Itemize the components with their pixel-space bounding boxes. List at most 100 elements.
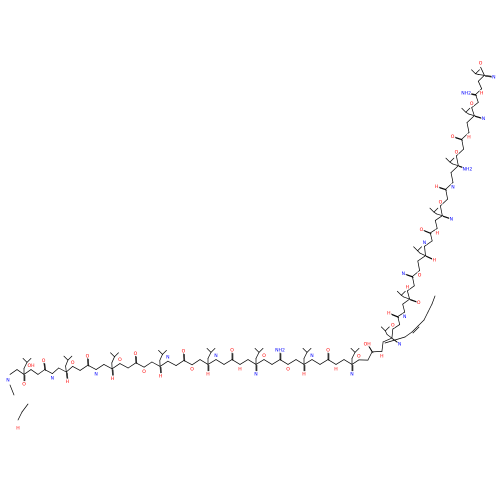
atom-label: O <box>417 300 421 306</box>
backbone-bond <box>216 360 224 365</box>
backbone-bond <box>456 156 458 166</box>
atom-label: H <box>238 366 241 372</box>
sidechain-bond <box>478 75 484 76</box>
sidechain-bond <box>476 70 480 74</box>
backbone-bond <box>296 360 304 365</box>
backbone-bond <box>208 360 216 365</box>
sidechain-bond <box>418 251 421 254</box>
backbone-bond <box>17 370 24 375</box>
atom-label: O <box>326 348 330 354</box>
atom-label: O <box>22 382 26 388</box>
atom-label: N <box>214 353 217 359</box>
backbone-bond <box>256 360 264 365</box>
backbone-bond <box>372 351 382 352</box>
atom-label: N <box>450 216 453 222</box>
backbone-bond <box>472 108 475 116</box>
backbone-bond <box>320 360 328 365</box>
sidechain-bond <box>160 354 163 360</box>
sidechain-bond <box>437 214 443 216</box>
backbone-bond <box>224 360 232 365</box>
backbone-bond <box>128 363 136 368</box>
sidechain-bond <box>430 208 434 212</box>
backbone-bond <box>10 370 17 375</box>
atom-label: N <box>94 372 97 378</box>
atom-label: H <box>467 134 470 140</box>
sidechain-bond <box>469 114 475 116</box>
backbone-bond <box>418 256 426 261</box>
staple-bond <box>424 312 428 320</box>
sidechain-bond <box>27 358 31 362</box>
backbone-bond <box>403 299 410 304</box>
backbone-bond <box>446 189 448 199</box>
atom-label: N <box>451 184 454 190</box>
backbone-bond <box>120 364 128 368</box>
atom-label: O <box>230 348 234 354</box>
atom-label: H <box>387 311 390 317</box>
sidechain-bond <box>352 352 355 358</box>
atom-label: H <box>159 374 162 380</box>
backbone-bond <box>112 364 120 369</box>
atom-label: O <box>451 134 455 140</box>
sidechain-bond <box>404 297 410 299</box>
atom-label: O <box>470 101 474 107</box>
sidechain-bond <box>163 350 167 354</box>
backbone-bond <box>382 342 383 352</box>
acetyl-bond <box>22 404 28 412</box>
atom-label: H <box>16 426 19 432</box>
atom-label: O <box>142 369 146 375</box>
backbone-bond <box>312 360 320 365</box>
atom-label: O <box>439 199 443 205</box>
sidechain-bond <box>401 295 404 297</box>
backbone-bond <box>80 365 88 370</box>
backbone-bond <box>403 304 405 312</box>
atom-label: N <box>492 74 495 80</box>
atom-label: O <box>134 351 138 357</box>
atom-label: O <box>118 357 122 363</box>
backbone-bond <box>24 370 31 375</box>
sidechain-bond <box>387 335 392 339</box>
atom-label: O <box>262 353 266 359</box>
atom-label: O <box>42 358 46 364</box>
backbone-bond <box>160 361 168 366</box>
sidechain-bond <box>207 348 211 352</box>
backbone-bond <box>435 220 437 228</box>
backbone-bond <box>476 95 479 103</box>
atom-label: H <box>435 184 438 190</box>
sidechain-bond <box>115 353 119 357</box>
sidechain-bond <box>381 327 385 331</box>
atom-label: O <box>86 353 90 359</box>
atom-label: N <box>166 355 169 361</box>
backbone-bond <box>66 366 72 372</box>
sidechain-bond <box>256 352 259 358</box>
backbone-bond <box>368 352 372 360</box>
atom-label: NH2 <box>275 348 285 354</box>
backbone-bond <box>168 361 176 365</box>
sidechain-bond <box>307 348 311 352</box>
backbone-bond <box>152 362 160 366</box>
sidechain-bond <box>472 70 476 74</box>
atom-label: O <box>455 149 459 155</box>
sidechain-bond <box>466 108 470 112</box>
backbone-bond <box>248 360 256 365</box>
sidechain-bond <box>66 366 67 372</box>
atom-label: N <box>482 116 485 122</box>
atom-label: N <box>310 353 313 359</box>
backbone-bond <box>425 246 426 255</box>
staple-bond <box>428 304 432 312</box>
sidechain-bond <box>385 327 389 331</box>
backbone-bond <box>96 364 104 369</box>
backbone-bond <box>478 81 481 89</box>
atom-label: NH2 <box>462 166 472 172</box>
backbone-bond <box>467 116 474 123</box>
atom-label: OH <box>364 341 371 347</box>
sidechain-bond <box>450 162 453 164</box>
sidechain-bond <box>446 158 450 162</box>
backbone-bond <box>192 360 200 365</box>
atom-label-layer: OOHONHOONHOOOHNOOHNOHNONH2OHNOHNOOHHNOHN… <box>6 60 496 432</box>
backbone-bond <box>144 362 152 367</box>
backbone-bond <box>478 75 484 81</box>
atom-label: H <box>435 230 438 236</box>
atom-label: N <box>254 372 257 378</box>
